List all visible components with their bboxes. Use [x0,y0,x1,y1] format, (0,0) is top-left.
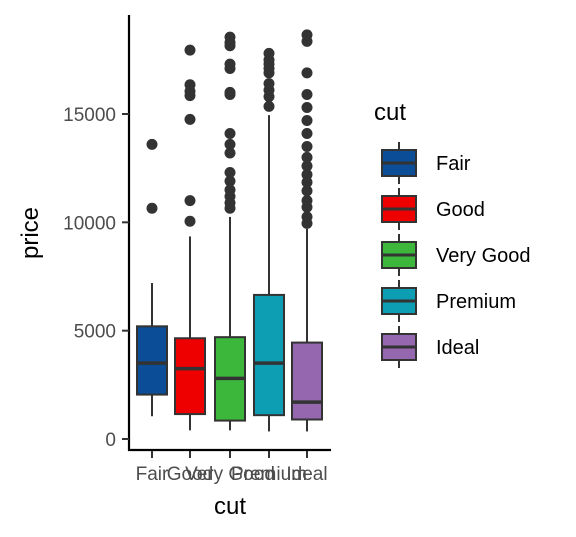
legend-label: Premium [436,291,516,313]
x-tick-label: Very Good [185,464,275,485]
outlier-point [263,47,275,59]
outlier-point [263,100,275,112]
boxes-layer [136,29,323,432]
outlier-point [301,211,313,223]
box-fair [136,138,168,417]
box-good [174,44,206,431]
outlier-point [263,78,275,90]
outlier-point [301,169,313,181]
box-body [253,293,285,417]
x-tick-label: Premium [231,464,307,485]
outlier-point [301,151,313,163]
outlier-point [146,202,158,214]
box-body [174,337,206,416]
outlier-point [301,29,313,41]
box-very-good [214,31,246,431]
outlier-point [301,195,313,207]
y-ticks: 0 5000 10000 15000 [63,105,129,451]
legend-label: Good [436,199,485,221]
outlier-point [184,44,196,56]
legend-item-fair: Fair [381,142,471,184]
legend-item-very-good: Very Good [381,234,531,276]
outlier-point [301,89,313,100]
outlier-point [301,185,313,197]
box-premium [253,47,285,432]
outlier-point [224,175,236,187]
outlier-point [224,167,236,178]
outlier-point [184,79,196,91]
legend-item-ideal: Ideal [381,326,479,368]
legend-item-good: Good [381,188,485,230]
outlier-point [184,195,196,207]
x-tick-label: Good [167,464,213,485]
outlier-point [301,160,313,172]
legend-item-premium: Premium [381,280,516,322]
x-axis-title: cut [214,493,246,520]
outlier-point [224,128,236,139]
y-tick-label: 15000 [63,105,116,126]
box-body [291,341,323,421]
outlier-point [184,215,196,227]
x-tick-label: Ideal [286,464,327,485]
outlier-point [301,115,313,126]
legend-label: Very Good [436,245,531,267]
y-tick-label: 10000 [63,213,116,234]
outlier-point [301,176,313,188]
outlier-point [184,113,196,125]
outlier-point [301,141,313,152]
outlier-point [224,138,236,150]
outlier-point [301,102,313,113]
box-ideal [291,29,323,432]
y-axis-title: price [17,207,44,259]
outlier-point [301,128,313,139]
legend: Fair Good Very Good Premium Ideal [381,142,531,368]
outlier-point [224,31,236,43]
outlier-point [224,147,236,159]
legend-label: Ideal [436,337,479,359]
outlier-point [224,184,236,196]
outlier-point [146,138,158,150]
legend-title: cut [374,99,406,126]
x-tick-label: Fair [136,464,169,485]
outlier-point [224,86,236,98]
box-body [136,325,168,396]
legend-label: Fair [436,153,471,175]
y-tick-label: 5000 [74,322,116,343]
y-tick-label: 0 [105,430,116,451]
outlier-point [301,67,313,79]
outlier-point [224,58,236,70]
